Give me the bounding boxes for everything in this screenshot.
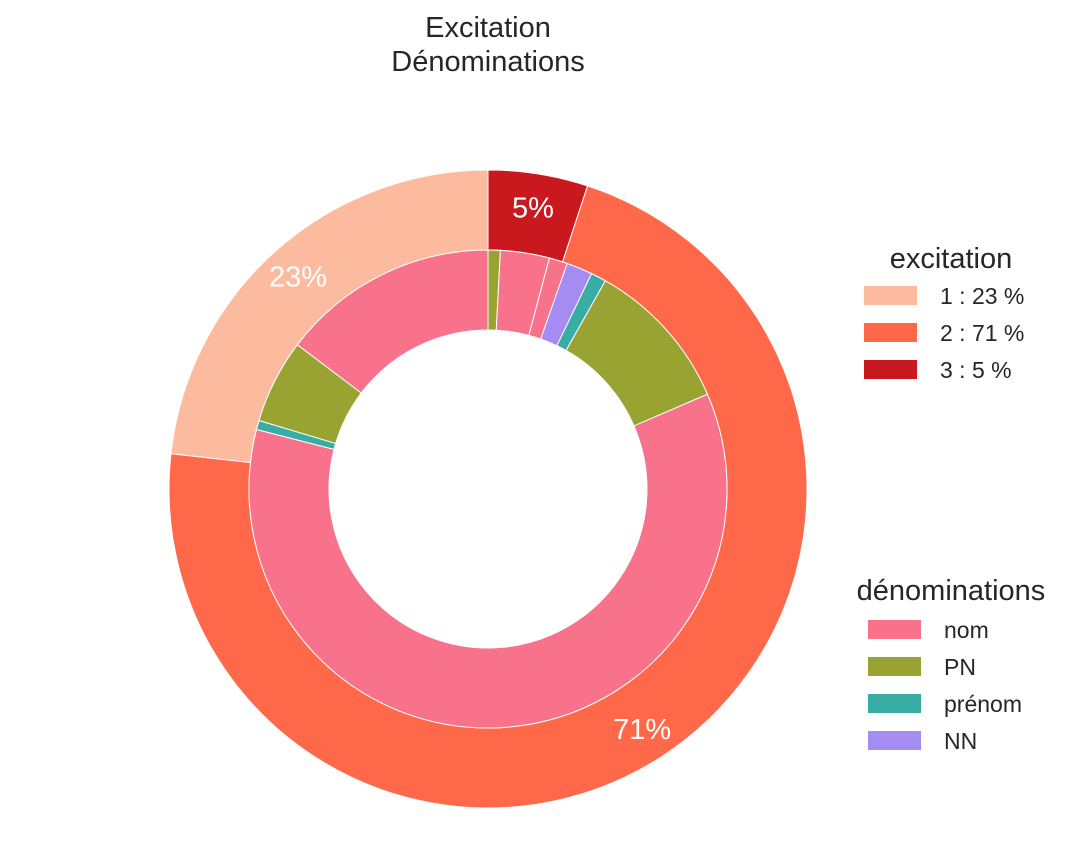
outer-slice-label-1: 23% [269, 262, 327, 294]
legend-swatch-excitation-1 [864, 286, 917, 305]
legend-label-excitation-1: 1 : 23 % [940, 283, 1024, 309]
legend-swatch-excitation-2 [864, 323, 917, 342]
inner-slice-nom-6 [248, 393, 728, 729]
title-line-2: Dénominations [391, 46, 584, 78]
legend-label-prénom: prénom [944, 691, 1022, 717]
outer-slice-label-2: 71% [613, 714, 671, 746]
legend-swatch-prénom [868, 694, 921, 713]
donut-rings [168, 169, 808, 809]
legend-excitation-title: excitation [890, 243, 1013, 275]
outer-slice-label-3: 5% [512, 193, 554, 225]
legend-denominations: dénominations nom PN prénom NN [857, 575, 1046, 754]
legend-label-PN: PN [944, 654, 976, 680]
legend-swatch-excitation-3 [864, 360, 917, 379]
legend-label-excitation-3: 3 : 5 % [940, 357, 1012, 383]
legend-swatch-nom [868, 620, 921, 639]
legend-swatch-PN [868, 657, 921, 676]
legend-swatch-NN [868, 731, 921, 750]
legend-label-excitation-2: 2 : 71 % [940, 320, 1024, 346]
legend-excitation: excitation 1 : 23 % 2 : 71 % 3 : 5 % [864, 243, 1024, 383]
chart-title: Excitation Dénominations [391, 12, 584, 78]
percentage-labels: 5% 71% 23% [269, 193, 671, 746]
inner-slice-nom-9 [296, 249, 489, 394]
legend-label-NN: NN [944, 728, 977, 754]
title-line-1: Excitation [425, 12, 551, 44]
legend-label-nom: nom [944, 617, 989, 643]
legend-denominations-title: dénominations [857, 575, 1046, 607]
